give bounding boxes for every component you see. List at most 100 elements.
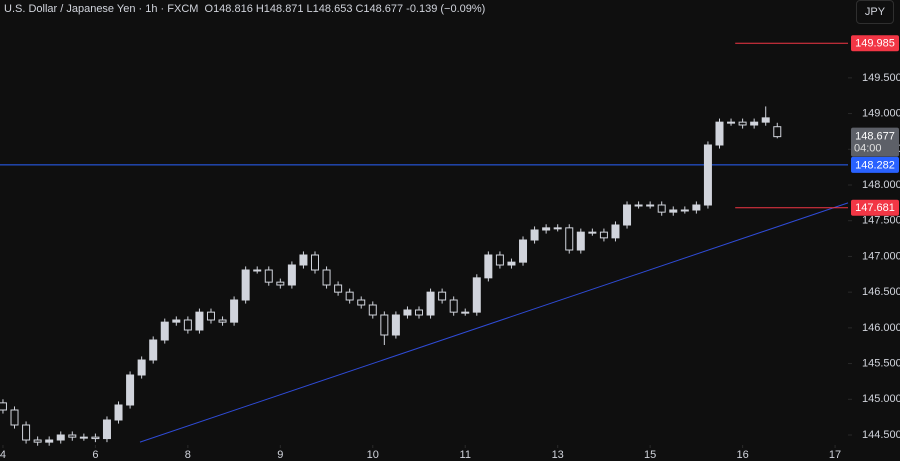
candle-body [438, 291, 447, 301]
candle-body [45, 439, 54, 443]
candle-body [230, 299, 239, 323]
candle-body [91, 436, 100, 440]
x-tick-label: 10 [367, 449, 379, 461]
candle-body [79, 436, 88, 439]
candle-body [646, 204, 655, 207]
y-tick-label: 146.000 [862, 322, 900, 334]
candle-body [391, 314, 400, 336]
candle-body [530, 229, 539, 241]
candle-body [276, 281, 285, 286]
candle-body [449, 299, 458, 313]
symbol-header: U.S. Dollar / Japanese Yen · 1h · FXCM O… [4, 3, 488, 15]
change-percent: (−0.09%) [440, 3, 486, 15]
candle-body [368, 304, 377, 316]
candle-body [22, 424, 31, 441]
y-tick-label: 146.500 [862, 286, 900, 298]
y-tick-label: 145.000 [862, 393, 900, 405]
candle-body [611, 224, 620, 239]
y-tick-label: 149.500 [862, 72, 900, 84]
candle-body [507, 261, 516, 266]
candle-body [241, 269, 250, 301]
candle-body [334, 284, 343, 293]
candle-body [472, 277, 481, 313]
candle-body [565, 227, 574, 251]
y-tick-label: 144.500 [862, 429, 900, 441]
candle-body [484, 254, 493, 279]
level-label-box [851, 35, 899, 52]
candle-body [750, 121, 759, 126]
candle-body [206, 311, 215, 321]
candle-body [553, 227, 562, 230]
candle-body [287, 264, 296, 286]
candle-body [149, 339, 158, 361]
candle-body [357, 299, 366, 306]
candle-body [403, 309, 412, 316]
currency-button[interactable]: JPY [856, 0, 894, 24]
candle-body [426, 291, 435, 316]
ohlc-label: C [355, 3, 364, 15]
price-axis-bg [848, 0, 900, 461]
ohlc-label: H [255, 3, 264, 15]
y-tick-label: 147.500 [862, 215, 900, 227]
candle-body [542, 227, 551, 231]
candle-body [183, 319, 192, 331]
candle-body [322, 269, 331, 286]
x-tick-label: 17 [829, 449, 841, 461]
candle-body [126, 374, 135, 406]
candle-body [137, 359, 146, 376]
candle-body [761, 117, 770, 123]
y-tick-label: 148.000 [862, 179, 900, 191]
candle-body [519, 239, 528, 263]
level-label: 147.681 [855, 202, 895, 214]
trendline [139, 202, 849, 443]
candle-body [415, 309, 424, 316]
x-tick-label: 6 [92, 449, 98, 461]
level-label: 149.985 [855, 38, 895, 50]
candle-body [634, 204, 643, 207]
ohlc-value: 148.677 [363, 3, 404, 15]
candle-body [299, 254, 308, 266]
last-price-label: 148.677 [855, 131, 895, 143]
candle-body [253, 269, 262, 272]
ohlc-label: L [306, 3, 313, 15]
candle-body [576, 231, 585, 251]
change-value: -0.139 [406, 3, 438, 15]
symbol-title: U.S. Dollar / Japanese Yen · 1h · FXCM [4, 3, 199, 15]
candle-body [657, 204, 666, 213]
candle-body [380, 314, 389, 336]
candle-body [623, 204, 632, 226]
countdown-label: 04:00 [854, 143, 882, 155]
candle-body [738, 121, 747, 126]
candle-body [680, 209, 689, 212]
candle-body [495, 254, 504, 266]
candle-body [68, 434, 77, 438]
ohlc-value: 148.653 [312, 3, 353, 15]
level-label: 148.282 [855, 159, 895, 171]
candle-body [461, 311, 470, 314]
candle-body [218, 319, 227, 323]
x-tick-label: 16 [736, 449, 748, 461]
candle-body [0, 402, 7, 411]
candle-body [195, 311, 204, 331]
x-tick-label: 8 [185, 449, 191, 461]
x-tick-label: 11 [460, 449, 471, 461]
candle-body [33, 439, 42, 443]
x-tick-label: 13 [552, 449, 564, 461]
candle-body [160, 321, 169, 341]
level-label-box [851, 156, 899, 173]
candle-body [692, 204, 701, 211]
ohlc-label: O [204, 3, 214, 15]
y-tick-label: 147.000 [862, 250, 900, 262]
candle-body [715, 121, 724, 146]
y-tick-label: 149.000 [862, 107, 900, 119]
candle-body [669, 209, 678, 213]
candle-body [588, 231, 597, 234]
y-tick-label: 145.500 [862, 357, 900, 369]
candle-body [773, 126, 782, 138]
candle-body [264, 269, 273, 283]
candle-body [599, 231, 608, 239]
candle-body [727, 121, 736, 124]
x-tick-label: 9 [277, 449, 283, 461]
